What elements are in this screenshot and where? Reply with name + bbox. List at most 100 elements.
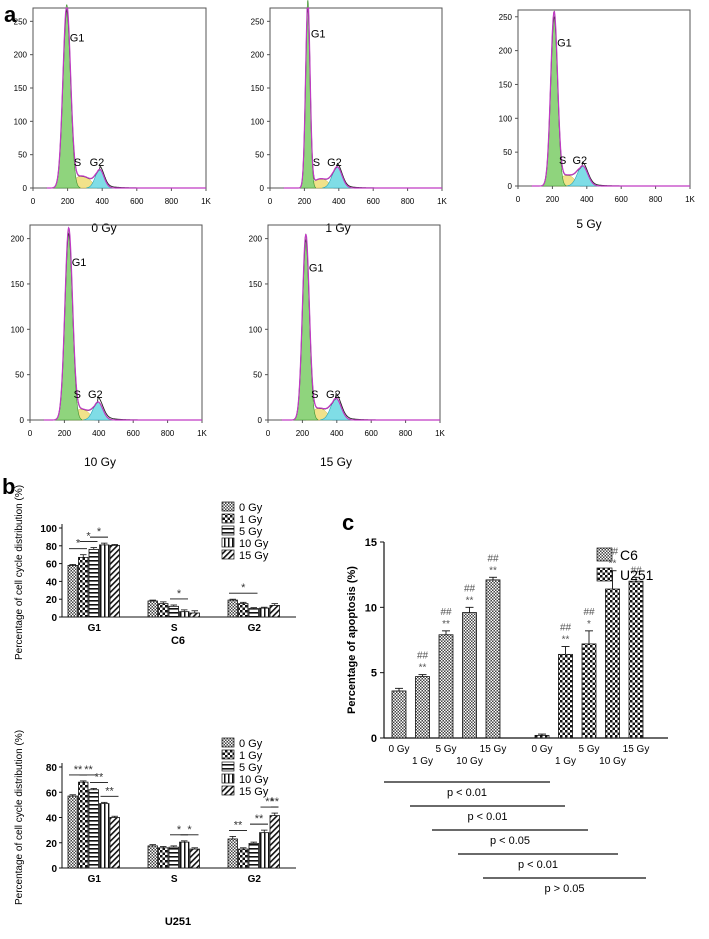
- g2-label: G2: [88, 389, 103, 401]
- p-value-label: p < 0.01: [467, 811, 507, 823]
- significance-mark: **: [265, 796, 274, 808]
- bar-G2-1Gy: [238, 848, 249, 869]
- y-tick-label: 0: [51, 864, 57, 875]
- significance-mark: **: [255, 813, 264, 825]
- bar-S-1Gy: [158, 847, 169, 869]
- p-value-label: p < 0.01: [518, 859, 558, 871]
- bar-S-5Gy: [168, 846, 179, 869]
- bar-G2-5Gy: [248, 842, 259, 869]
- bar-G1-5Gy: [88, 548, 99, 618]
- bar-G1-0Gy: [67, 795, 78, 869]
- s-label: S: [559, 155, 566, 167]
- x-tick-label: 400: [96, 197, 110, 206]
- legend-label: 15 Gy: [239, 786, 269, 798]
- y-tick-label: 200: [249, 235, 263, 244]
- bar-U251-0Gy: [534, 734, 550, 739]
- x-tick-label: 400: [330, 429, 344, 438]
- significance-mark: *: [587, 619, 591, 630]
- cell-cycle-bar-charts: 0 20 40 60 80 100 Percentage of cell cycle dis…: [14, 485, 296, 928]
- y-tick-label: 60: [46, 788, 58, 799]
- significance-mark: **: [489, 565, 497, 576]
- y-tick-label: 20: [46, 595, 58, 606]
- significance-mark: ##: [417, 651, 429, 662]
- x-tick-label: 0: [266, 429, 271, 438]
- y-tick-label: 100: [499, 114, 513, 123]
- y-axis-title: Percentage of cell cycle distribution (%…: [14, 730, 25, 905]
- dose-label: 10 Gy: [84, 455, 116, 469]
- model-fit-line: [531, 10, 690, 187]
- y-tick-label: 200: [11, 235, 25, 244]
- significance-mark: **: [234, 819, 243, 831]
- model-fit-line: [283, 7, 442, 189]
- bar-G1-15Gy: [109, 544, 120, 618]
- y-tick-label: 0: [260, 184, 265, 193]
- y-tick-label: 20: [46, 839, 58, 850]
- x-category-label: 0 Gy: [531, 744, 552, 755]
- y-tick-label: 200: [251, 51, 265, 60]
- legend-label: 0 Gy: [239, 738, 263, 750]
- significance-mark: ##: [583, 607, 595, 618]
- y-tick-label: 0: [20, 416, 25, 425]
- bar-G1-10Gy: [99, 544, 110, 618]
- bar-S-1Gy: [158, 603, 169, 618]
- y-tick-label: 15: [365, 537, 377, 549]
- y-tick-label: 80: [46, 763, 58, 774]
- histogram-hist-0: 0 50 100 150 200 250 0 200 400 600 800 1K G1 S G2 0 Gy: [14, 4, 212, 235]
- x-tick-label: 1K: [437, 197, 447, 206]
- x-tick-label: 1K: [201, 197, 211, 206]
- bar-C6-0Gy: [391, 690, 407, 739]
- x-tick-label: 0: [516, 195, 521, 204]
- category-label: S: [171, 623, 178, 634]
- g2-label: G2: [327, 157, 342, 169]
- bar-S-15Gy: [189, 612, 200, 618]
- x-tick-label: 600: [615, 195, 629, 204]
- dose-label: 15 Gy: [320, 455, 352, 469]
- significance-mark: **: [442, 619, 450, 630]
- legend-swatch: [221, 501, 235, 512]
- p-value-label: p < 0.05: [490, 835, 530, 847]
- x-tick-label: 1K: [197, 429, 207, 438]
- histogram-hist-1: 0 50 100 150 200 250 0 200 400 600 800 1K G1 S G2 1 Gy: [251, 0, 448, 235]
- bar-G2-1Gy: [238, 603, 249, 618]
- s-label: S: [74, 157, 81, 169]
- significance-mark: **: [419, 663, 427, 674]
- y-tick-label: 150: [251, 84, 265, 93]
- bar-G1-0Gy: [67, 564, 78, 618]
- bar-S-0Gy: [147, 600, 158, 618]
- bar-U251-10Gy: [605, 588, 620, 739]
- bar-C6-10Gy: [462, 612, 477, 739]
- significance-mark: *: [76, 538, 81, 550]
- panel-label-a: a: [4, 2, 17, 27]
- y-tick-label: 60: [46, 560, 58, 571]
- significance-mark: ##: [560, 623, 572, 634]
- plot-frame: [29, 224, 203, 421]
- x-tick-label: 0: [268, 197, 273, 206]
- y-tick-label: 40: [46, 814, 58, 825]
- plot-frame: [517, 9, 691, 187]
- bar-U251-5Gy: [581, 643, 597, 739]
- x-tick-label: 400: [580, 195, 594, 204]
- y-tick-label: 250: [499, 13, 513, 22]
- p-value-label: p > 0.05: [544, 883, 584, 895]
- significance-mark: **: [105, 785, 114, 797]
- g1-label: G1: [72, 257, 87, 269]
- x-category-label: 5 Gy: [435, 744, 456, 755]
- x-tick-label: 600: [367, 197, 381, 206]
- y-tick-label: 150: [499, 80, 513, 89]
- y-tick-label: 200: [14, 51, 28, 60]
- x-tick-label: 1K: [685, 195, 695, 204]
- legend-label: 1 Gy: [239, 514, 263, 526]
- category-label: S: [171, 874, 178, 885]
- y-tick-label: 0: [23, 184, 28, 193]
- category-label: G1: [88, 623, 102, 634]
- y-tick-label: 250: [14, 17, 28, 26]
- dose-label: 0 Gy: [91, 221, 116, 235]
- legend-label: 5 Gy: [239, 762, 263, 774]
- model-fit-line: [43, 226, 202, 421]
- panel-label-b: b: [2, 474, 15, 499]
- bar-G2-15Gy: [269, 815, 280, 869]
- legend-swatch: [221, 749, 235, 760]
- legend-label: 1 Gy: [239, 750, 263, 762]
- significance-mark: **: [562, 635, 570, 646]
